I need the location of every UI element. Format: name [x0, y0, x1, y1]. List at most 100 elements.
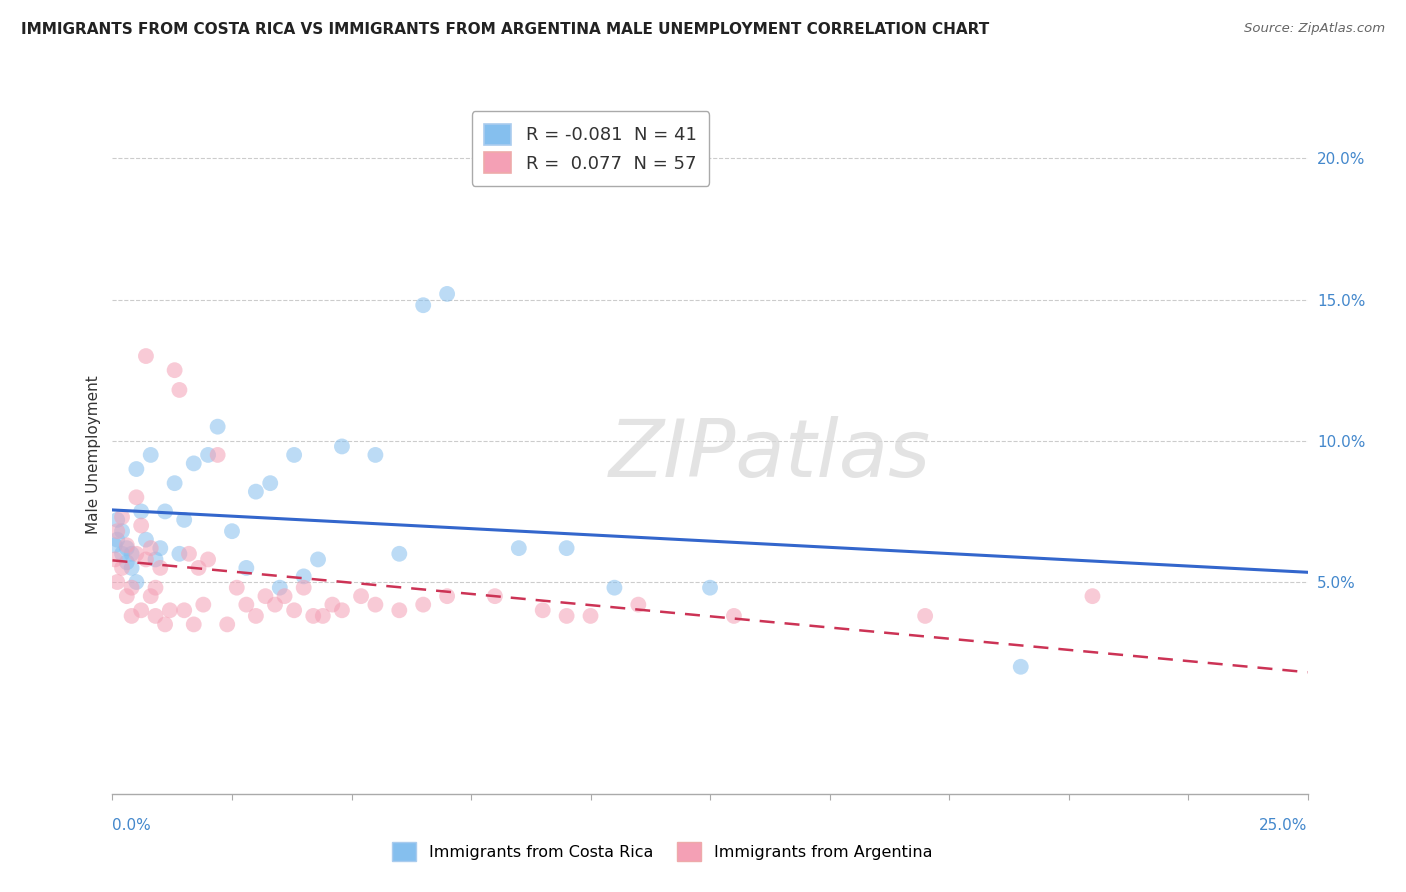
Point — [603, 581, 626, 595]
Point — [193, 598, 215, 612]
Text: Source: ZipAtlas.com: Source: ZipAtlas.com — [1244, 22, 1385, 36]
Point — [321, 598, 343, 612]
Point — [307, 552, 329, 566]
Point — [627, 598, 650, 612]
Point — [197, 552, 219, 566]
Point — [1081, 589, 1104, 603]
Point — [111, 510, 134, 524]
Point — [125, 574, 148, 589]
Point — [115, 555, 138, 569]
Point — [125, 491, 148, 505]
Point — [104, 552, 127, 566]
Y-axis label: Male Unemployment: Male Unemployment — [86, 376, 101, 534]
Point — [111, 524, 134, 539]
Point — [388, 547, 411, 561]
Point — [153, 617, 176, 632]
Point — [364, 598, 387, 612]
Point — [436, 287, 458, 301]
Point — [149, 541, 172, 555]
Point — [555, 609, 578, 624]
Point — [292, 569, 315, 583]
Point — [183, 617, 205, 632]
Point — [699, 581, 721, 595]
Point — [145, 581, 167, 595]
Point — [364, 448, 387, 462]
Point — [135, 349, 157, 363]
Point — [173, 603, 195, 617]
Point — [302, 609, 325, 624]
Point — [169, 383, 191, 397]
Point — [579, 609, 602, 624]
Point — [105, 513, 128, 527]
Point — [163, 476, 186, 491]
Point — [225, 581, 247, 595]
Text: ZIPatlas: ZIPatlas — [609, 416, 931, 494]
Point — [145, 609, 167, 624]
Point — [111, 561, 134, 575]
Point — [531, 603, 554, 617]
Point — [330, 440, 353, 454]
Point — [412, 298, 434, 312]
Text: 25.0%: 25.0% — [1260, 818, 1308, 832]
Point — [129, 603, 152, 617]
Point — [330, 603, 353, 617]
Point — [269, 581, 291, 595]
Point — [217, 617, 239, 632]
Point — [1010, 660, 1032, 674]
Point — [388, 603, 411, 617]
Point — [121, 561, 143, 575]
Legend: Immigrants from Costa Rica, Immigrants from Argentina: Immigrants from Costa Rica, Immigrants f… — [385, 836, 939, 867]
Point — [105, 533, 128, 547]
Point — [139, 448, 162, 462]
Point — [125, 547, 148, 561]
Point — [436, 589, 458, 603]
Point — [350, 589, 373, 603]
Point — [139, 589, 162, 603]
Point — [129, 504, 152, 518]
Point — [169, 547, 191, 561]
Point — [484, 589, 506, 603]
Point — [723, 609, 745, 624]
Point — [235, 561, 257, 575]
Point — [235, 598, 257, 612]
Point — [245, 484, 267, 499]
Point — [111, 547, 134, 561]
Point — [207, 419, 229, 434]
Point — [221, 524, 243, 539]
Point — [207, 448, 229, 462]
Point — [183, 457, 205, 471]
Point — [139, 541, 162, 555]
Point — [105, 524, 128, 539]
Point — [273, 589, 295, 603]
Point — [121, 609, 143, 624]
Point — [259, 476, 281, 491]
Point — [153, 504, 176, 518]
Point — [187, 561, 209, 575]
Point — [555, 541, 578, 555]
Point — [115, 538, 138, 552]
Point — [508, 541, 530, 555]
Point — [283, 603, 305, 617]
Point — [115, 541, 138, 555]
Point — [197, 448, 219, 462]
Point — [105, 574, 128, 589]
Point — [104, 538, 127, 552]
Point — [914, 609, 936, 624]
Point — [121, 547, 143, 561]
Point — [173, 513, 195, 527]
Point — [159, 603, 181, 617]
Point — [115, 589, 138, 603]
Point — [135, 533, 157, 547]
Point — [245, 609, 267, 624]
Point — [264, 598, 287, 612]
Point — [149, 561, 172, 575]
Text: 0.0%: 0.0% — [112, 818, 152, 832]
Point — [145, 552, 167, 566]
Point — [412, 598, 434, 612]
Point — [125, 462, 148, 476]
Point — [177, 547, 200, 561]
Point — [283, 448, 305, 462]
Point — [135, 552, 157, 566]
Point — [129, 518, 152, 533]
Point — [121, 581, 143, 595]
